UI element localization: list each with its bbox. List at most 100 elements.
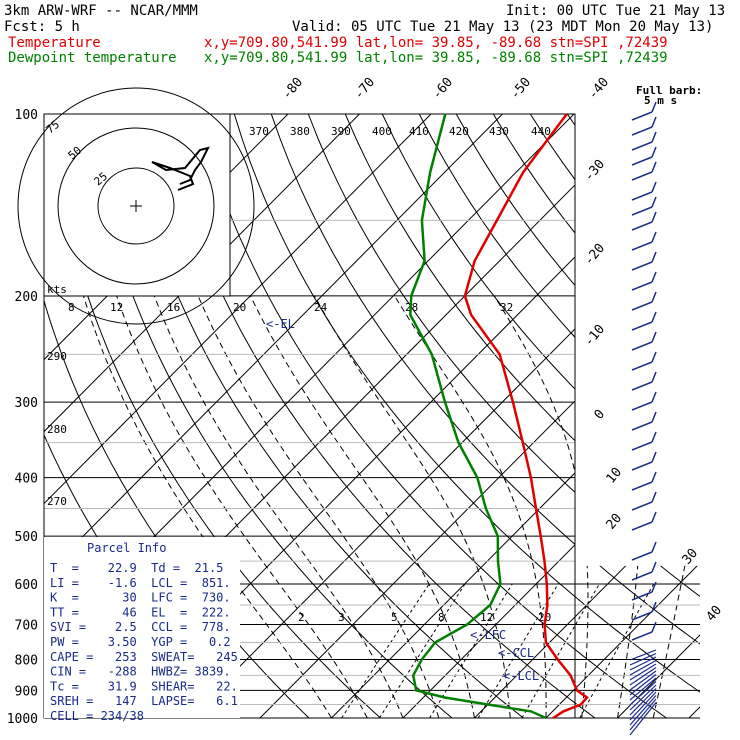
wind-barb-flag (651, 211, 657, 223)
parcel-info-row: K = 30 LFC = 730. (50, 591, 231, 605)
isotherm-tick-label: -70 (352, 75, 379, 103)
wind-barb-shaft (631, 401, 653, 411)
mixing-ratio-tick-label: 12 (480, 611, 493, 624)
wind-barb-flag (651, 311, 657, 323)
wind-barb-shaft (631, 281, 653, 291)
hodograph-ring-75 (17, 87, 255, 325)
parcel-info-row: CIN = -288 HWBZ= 3839. (50, 665, 231, 679)
pressure-axis: 100 200 300 400 500 600 700 800 900 1000 (7, 108, 38, 727)
wind-barb-flag (651, 196, 657, 208)
dry-adiabat (678, 114, 700, 718)
dewpoint-location: x,y=709.80,541.99 lat,lon= 39.85, -89.68… (204, 50, 668, 66)
wind-barb-flag (651, 391, 657, 403)
dry-adiabat (418, 114, 700, 718)
isotherm-tick-label: -40 (586, 75, 613, 103)
wind-barb-flag (651, 411, 657, 423)
dewpoint-line (409, 113, 547, 720)
moist-adiabat (249, 295, 475, 718)
wind-barbs (629, 101, 657, 736)
theta-tick-label: 280 (47, 423, 67, 436)
theta-tick-label: 410 (409, 125, 429, 138)
wind-barb-shaft (629, 698, 657, 731)
wind-barb-flag (651, 491, 657, 503)
wind-barb-shaft (631, 321, 653, 331)
wind-barb-shaft (629, 681, 657, 706)
wind-barb-shaft (631, 171, 653, 181)
wind-barb-flag (651, 231, 657, 243)
temperature-legend-label: Temperature (8, 35, 101, 51)
el-marker: <-EL (266, 317, 295, 331)
isotherm-tick-label: -80 (280, 75, 307, 103)
isotherm-tick-label: -60 (430, 75, 457, 103)
isotherm-line (259, 114, 700, 718)
wind-barb-flag (651, 271, 657, 283)
mixing-ratio-tick-label: 20 (233, 301, 246, 314)
forecast-hour: Fcst: 5 h (4, 19, 80, 35)
wind-barb-shaft (631, 156, 653, 166)
wind-barb-shaft (629, 659, 657, 676)
wind-barb-shaft (631, 441, 653, 451)
wind-barb-shaft (631, 206, 653, 216)
dry-adiabat (492, 114, 700, 718)
wind-barb-shaft (629, 702, 657, 736)
wind-barb-shaft (629, 670, 657, 691)
pressure-tick-label: 1000 (7, 712, 38, 727)
mixing-ratio-tick-label: 5 (391, 611, 398, 624)
wind-barb-flag (651, 251, 657, 263)
wind-barb-flag (651, 181, 657, 193)
dry-adiabat (381, 114, 700, 718)
mixing-ratio-tick-label: 12 (110, 301, 123, 314)
isotherm-line (44, 114, 360, 718)
wind-barb-shaft (629, 695, 657, 726)
dry-adiabat (529, 114, 700, 718)
wind-barb-flag (651, 621, 657, 633)
hodograph-kts-label: kts (47, 283, 67, 296)
parcel-info-bg (44, 537, 240, 718)
theta-tick-label: 390 (331, 125, 351, 138)
pressure-tick-label: 200 (15, 290, 38, 305)
parcel-info-row: T = 22.9 Td = 21.5 (50, 561, 223, 575)
parcel-info-title: Parcel Info (87, 541, 166, 555)
isotherm-tick-label: -20 (582, 241, 609, 269)
pressure-tick-label: 800 (15, 653, 38, 668)
theta-tick-label: 270 (47, 495, 67, 508)
hodograph-ring-25 (97, 167, 175, 245)
wind-barb-flag (651, 451, 657, 463)
isotherm-line (402, 114, 700, 718)
wind-barb-flag (651, 561, 657, 573)
wind-barb-shaft (629, 652, 657, 666)
mixing-ratio-tick-label: 24 (314, 301, 328, 314)
wind-barb-flag (651, 116, 657, 128)
wind-barb-flag (651, 431, 657, 443)
mixing-ratio-tick-label: 16 (167, 301, 180, 314)
wind-barb-shaft (631, 551, 653, 561)
parcel-info-row: CELL = 234/38 (50, 709, 144, 723)
moist-adiabat (197, 295, 440, 718)
pressure-tick-label: 100 (15, 108, 38, 123)
wind-barb-flag (651, 291, 657, 303)
temperature-line (463, 113, 589, 720)
wind-barb-flag (651, 101, 657, 113)
isotherm-tick-label: 30 (680, 546, 702, 568)
isotherm-tick-label: 40 (704, 603, 726, 625)
wind-barb-shaft (631, 241, 653, 251)
isotherm-tick-label: -50 (508, 75, 535, 103)
mixing-ratio-line (379, 583, 466, 718)
wind-barb-shaft (629, 684, 657, 711)
model-title: 3km ARW-WRF -- NCAR/MMM (4, 3, 198, 19)
wind-barb-shaft (631, 521, 653, 531)
wind-barb-shaft (631, 421, 653, 431)
wind-barb-flag (651, 331, 657, 343)
moist-adiabat (314, 295, 511, 718)
wind-barb-shaft (631, 221, 653, 231)
wind-barb-flag (651, 351, 657, 363)
dry-adiabat (715, 114, 740, 718)
wind-barb-shaft (629, 656, 657, 671)
mixing-ratio-tick-label: 8 (438, 611, 445, 624)
temperature-location: x,y=709.80,541.99 lat,lon= 39.85, -89.68… (204, 35, 668, 51)
mixing-ratio-line (341, 583, 430, 718)
wind-barb-shaft (629, 677, 657, 701)
parcel-info-row: LI = -1.6 LCL = 851. (50, 576, 231, 590)
mixing-ratio-tick-label: 8 (68, 301, 75, 314)
